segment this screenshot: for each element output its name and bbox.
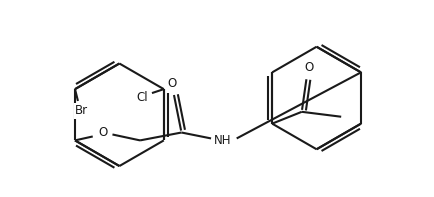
Text: Cl: Cl: [136, 90, 148, 103]
Text: O: O: [98, 126, 107, 139]
Text: O: O: [167, 77, 176, 90]
Text: Br: Br: [76, 104, 89, 117]
Text: NH: NH: [214, 134, 232, 147]
Text: O: O: [304, 61, 313, 74]
